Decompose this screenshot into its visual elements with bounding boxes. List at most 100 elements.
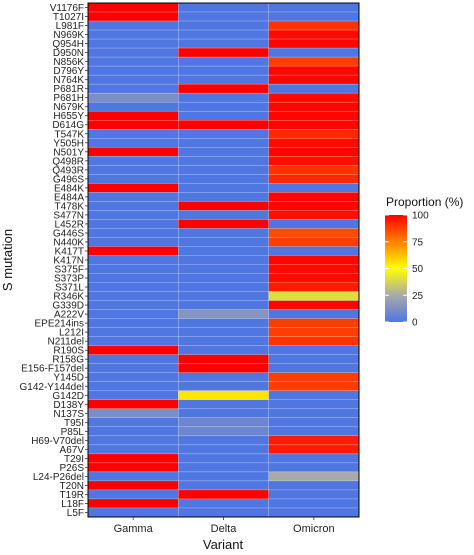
x-tick-labels: Gamma Delta Omicron [114,517,335,535]
y-tick-label: N211del [47,337,84,348]
heatmap-cell [87,489,179,500]
legend-title: Proportion (%) [386,195,463,209]
y-tick-label: N764K [53,75,84,86]
heatmap-cell [178,381,269,392]
heatmap-cell [268,201,360,211]
heatmap-cell [87,192,179,202]
heatmap-cell [178,138,269,148]
heatmap-cell [268,300,360,310]
heatmap-cell [87,372,179,382]
heatmap-cell [178,83,269,94]
heatmap-cell [178,462,269,473]
y-tick-label: T29I [64,454,84,465]
heatmap-cell [268,165,360,175]
y-tick-label: K417T [55,246,84,257]
y-tick-label: T1027I [53,12,84,23]
y-tick-label: T95I [64,418,84,429]
y-tick-label: S371L [55,283,84,294]
heatmap-cell [87,399,179,410]
heatmap-cell [87,210,179,220]
heatmap-cell [268,399,360,410]
heatmap-cell [268,372,360,382]
heatmap-cell [178,74,269,85]
heatmap-cell [268,92,360,103]
heatmap-cell [268,219,360,229]
heatmap-cell [178,264,269,274]
heatmap-cell [178,291,269,301]
heatmap-cell [87,264,179,274]
y-tick-label: N679K [53,102,84,113]
heatmap-cell [268,129,360,139]
heatmap-cell [268,119,360,130]
y-tick-label: N440K [53,237,84,248]
heatmap-cell [268,507,360,518]
y-tick-label: D796Y [53,66,84,77]
y-tick-label: Y145D [53,373,84,384]
y-tick-label: S373P [54,274,84,285]
heatmap-cell [178,65,269,76]
heatmap-cell [87,38,179,49]
x-tick-label: Delta [211,523,238,535]
heatmap-cell [268,381,360,392]
heatmap-cell [87,56,179,67]
heatmap-cell [268,183,360,193]
y-tick-label: R158G [52,355,84,366]
heatmap-cell [268,498,360,509]
y-tick-label: T20N [60,481,84,492]
legend-tick-label: 25 [412,291,424,302]
heatmap-cell [178,210,269,220]
heatmap-cell [268,255,360,265]
y-tick-label: G142D [52,391,84,402]
heatmap-cell [87,201,179,211]
heatmap-cell [268,273,360,283]
heatmap-cell [87,327,179,337]
y-tick-label: L981F [56,21,84,32]
heatmap-cell [87,435,179,446]
heatmap-cell [87,336,179,346]
heatmap-cell [178,237,269,247]
heatmap-cell [87,47,179,58]
y-tick-label: Q954H [52,39,84,50]
heatmap-cell [268,444,360,455]
heatmap-cell [87,156,179,166]
heatmap-cell [178,318,269,328]
heatmap-cell [178,219,269,229]
heatmap-cell [268,345,360,355]
heatmap-cell [268,65,360,76]
heatmap-cell [178,147,269,157]
x-tick-label: Gamma [114,523,154,535]
heatmap-cell [268,83,360,94]
heatmap-cell [178,129,269,139]
heatmap-cell [87,354,179,364]
heatmap-cells [87,2,360,518]
heatmap-cell [268,318,360,328]
heatmap-cell [87,138,179,148]
y-tick-label: H69-V70del [31,436,84,447]
y-tick-label: N969K [53,30,84,41]
heatmap-cell [87,183,179,193]
heatmap-cell [87,228,179,238]
heatmap-cell [178,165,269,175]
heatmap-cell [87,498,179,509]
legend-tick-label: 50 [412,264,424,275]
heatmap-cell [178,471,269,482]
heatmap-cell [178,444,269,455]
heatmap-cell [268,11,360,22]
heatmap-cell [178,38,269,49]
heatmap-cell [268,417,360,428]
y-tick-label: L24-P26del [33,472,84,483]
heatmap-cell [87,300,179,310]
heatmap-cell [87,83,179,94]
y-tick-label: D614G [52,120,84,131]
heatmap-cell [87,381,179,392]
heatmap-cell [268,309,360,319]
heatmap-cell [178,110,269,121]
y-tick-label: R346K [53,292,84,303]
heatmap-cell [268,327,360,337]
heatmap-cell [178,255,269,265]
heatmap-cell [87,426,179,437]
heatmap-cell [178,29,269,40]
heatmap-cell [87,363,179,373]
legend: Proportion (%) 0 25 50 75 100 [385,195,463,329]
heatmap-cell [178,363,269,373]
